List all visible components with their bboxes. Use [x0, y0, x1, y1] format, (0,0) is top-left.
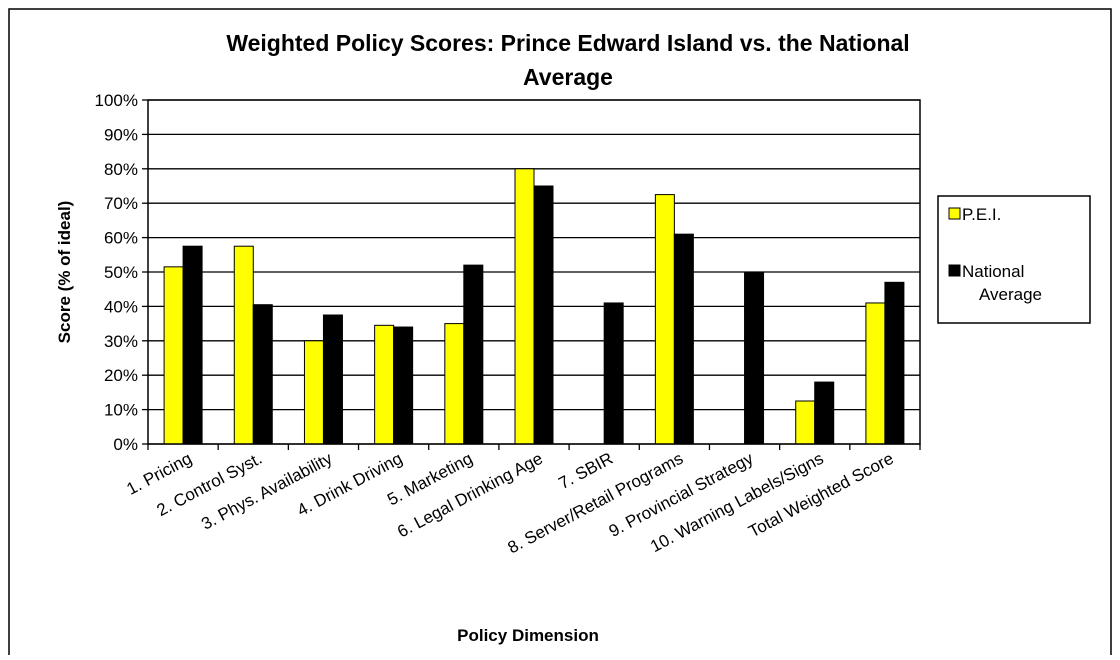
chart-title-line2: Average	[523, 64, 613, 90]
bar-pei	[654, 194, 675, 445]
legend-box	[937, 195, 1091, 324]
chart-title-line1: Weighted Policy Scores: Prince Edward Is…	[226, 30, 909, 56]
legend-swatch-national	[948, 264, 961, 277]
bar-pei	[233, 245, 254, 445]
legend: P.E.I. National Average	[937, 195, 1091, 324]
bar-national	[533, 185, 554, 445]
bar-pei	[514, 168, 535, 445]
bar-pei	[795, 400, 816, 445]
bar-national	[744, 271, 765, 445]
y-tick-label: 100%	[95, 91, 138, 110]
y-tick-label: 70%	[104, 194, 138, 213]
bar-national	[814, 381, 835, 445]
bar-national	[884, 281, 905, 445]
legend-label-pei: P.E.I.	[962, 205, 1001, 224]
bar-national	[463, 264, 484, 445]
y-tick-label: 90%	[104, 125, 138, 144]
y-tick-label: 10%	[104, 401, 138, 420]
y-tick-label: 30%	[104, 332, 138, 351]
bar-pei	[865, 302, 886, 445]
y-tick-label: 40%	[104, 297, 138, 316]
y-tick-label: 60%	[104, 229, 138, 248]
bars	[163, 168, 905, 445]
legend-label-national-line1: National	[962, 262, 1024, 281]
y-tick-label: 0%	[113, 435, 138, 454]
y-axis-title: Score (% of ideal)	[55, 201, 74, 344]
bar-national	[322, 314, 343, 445]
bar-pei	[374, 324, 395, 445]
y-tick-label: 50%	[104, 263, 138, 282]
y-tick-labels: 0% 10% 20% 30% 40% 50% 60% 70% 80% 90% 100%	[95, 91, 138, 454]
bar-pei	[303, 340, 324, 445]
y-tick-label: 80%	[104, 160, 138, 179]
bar-national	[252, 304, 273, 445]
legend-swatch-pei	[948, 207, 961, 220]
bar-national	[182, 245, 203, 445]
y-tick-label: 20%	[104, 366, 138, 385]
bar-national	[393, 326, 414, 445]
bar-national	[673, 233, 694, 445]
plot-area	[147, 99, 921, 445]
bar-pei	[444, 323, 465, 445]
legend-label-national-line2: Average	[979, 285, 1042, 304]
bar-pei	[163, 266, 184, 445]
bar-national	[603, 302, 624, 445]
x-axis-title: Policy Dimension	[457, 626, 599, 645]
